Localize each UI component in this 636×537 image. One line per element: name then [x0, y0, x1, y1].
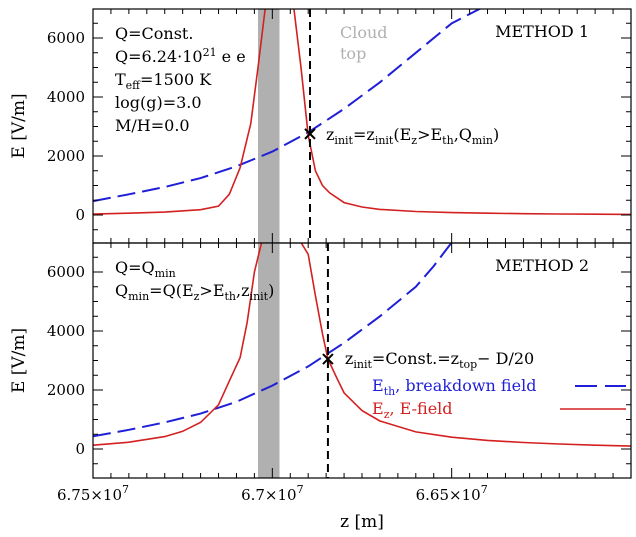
legend-label: Ez, E-field	[372, 399, 453, 421]
legend-label: Eth, breakdown field	[372, 376, 536, 398]
param-label: Q=Qmin	[115, 258, 176, 280]
param-label: Q=Const.	[115, 24, 193, 43]
param-label: M/H=0.0	[115, 116, 190, 135]
e-field-line	[93, 9, 631, 216]
y-tick-label: 6000	[47, 263, 85, 281]
y-axis-label: E [V/m]	[9, 328, 29, 393]
breakdown-field-line	[93, 9, 481, 203]
y-tick-label: 2000	[47, 381, 85, 399]
x-axis-label: z [m]	[340, 512, 384, 532]
x-tick-label: 6.65×107	[416, 483, 488, 504]
param-label: Teff=1500 K	[115, 70, 212, 92]
y-tick-label: 4000	[47, 88, 85, 106]
cloud-top-label: Cloud	[340, 23, 388, 42]
y-axis-label: E [V/m]	[9, 93, 29, 158]
method-title: METHOD 1	[495, 22, 589, 41]
param-label: Q=6.24·1021 e e	[115, 46, 246, 66]
cloud-top-label: top	[340, 44, 366, 63]
y-tick-label: 0	[75, 206, 85, 224]
panel-bottom: 0 2000 4000 6000 E [V/m] METHOD 2 Q=QminQmin=Q…	[9, 242, 632, 532]
y-tick-label: 4000	[47, 322, 85, 340]
x-tick-label: 6.75×107	[57, 483, 129, 504]
cloud-top-band	[257, 243, 280, 478]
marker-label: zinit=Const.=ztop− D/20	[345, 349, 534, 371]
cloud-top-band	[257, 9, 280, 243]
panel-top: 0 2000 4000 6000 E [V/m] METHOD 1 Q=Const. Q=6.…	[9, 8, 632, 244]
e-field-line	[93, 243, 631, 447]
y-tick-label: 6000	[47, 29, 85, 47]
y-tick-label: 0	[75, 440, 85, 458]
z-init-marker	[322, 353, 334, 365]
marker-label: zinit=zinit(Ez>Eth,Qmin)	[326, 125, 499, 147]
method-title: METHOD 2	[495, 256, 589, 275]
x-tick-label: 6.7×107	[241, 483, 304, 504]
z-init-marker	[304, 128, 316, 140]
param-label: Qmin=Q(Ez>Eth,zinit)	[115, 281, 274, 303]
breakdown-field-line	[93, 243, 453, 438]
param-label: log(g)=3.0	[115, 93, 202, 112]
y-tick-label: 2000	[47, 147, 85, 165]
